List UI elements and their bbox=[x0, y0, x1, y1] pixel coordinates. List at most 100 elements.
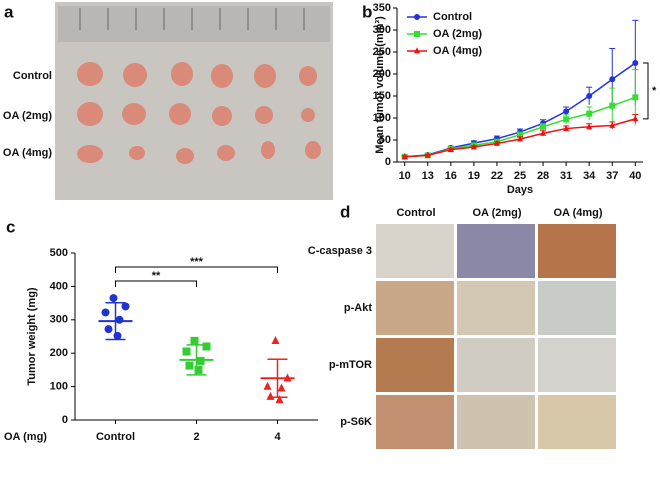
marker bbox=[609, 76, 616, 83]
marker bbox=[104, 325, 113, 334]
marker bbox=[109, 294, 118, 303]
marker bbox=[517, 135, 523, 142]
legend-label: Control bbox=[433, 11, 472, 23]
y-tick-label: 100 bbox=[373, 112, 391, 124]
x-tick-label: 31 bbox=[560, 170, 572, 182]
x-tick-label: Control bbox=[96, 431, 135, 443]
y-tick-label: 300 bbox=[373, 24, 391, 36]
volume-chart: b 0 50 100 150 200 250 300 350 10 13 16 19 22 25 28 31 34… bbox=[362, 2, 657, 196]
significance-bracket bbox=[643, 62, 649, 120]
legend-label: OA (2mg) bbox=[433, 28, 482, 40]
series-line bbox=[404, 96, 636, 158]
annotation: * bbox=[652, 85, 657, 97]
marker bbox=[563, 116, 570, 123]
y-tick-label: 200 bbox=[373, 68, 391, 80]
marker bbox=[517, 131, 523, 138]
micrograph bbox=[376, 224, 454, 278]
marker bbox=[586, 110, 593, 117]
panel-label: d bbox=[340, 202, 350, 221]
marker bbox=[271, 336, 280, 345]
x-tick-label: 22 bbox=[491, 170, 503, 182]
micrograph bbox=[376, 395, 454, 449]
tumor-photo: Control OA (2mg) OA (4mg) bbox=[3, 2, 333, 200]
y-axis-label: Mean tumor volume (mm³) bbox=[374, 16, 386, 154]
marker bbox=[414, 31, 420, 37]
row-label: Control bbox=[13, 70, 52, 82]
micrograph bbox=[538, 224, 616, 278]
marker bbox=[586, 123, 593, 130]
x-axis-label: Days bbox=[507, 184, 533, 196]
row-label: p-Akt bbox=[344, 302, 372, 314]
marker bbox=[202, 342, 211, 351]
annotation: *** bbox=[190, 256, 204, 268]
y-axis-label: Tumor weight (mg) bbox=[26, 287, 38, 386]
marker bbox=[194, 365, 203, 374]
y-tick-label: 200 bbox=[50, 347, 68, 359]
micrograph bbox=[457, 224, 535, 278]
marker bbox=[115, 315, 124, 324]
micrograph bbox=[457, 395, 535, 449]
y-tick-label: 300 bbox=[50, 314, 68, 326]
marker bbox=[121, 302, 130, 311]
micrograph bbox=[376, 281, 454, 335]
y-tick-label: 0 bbox=[385, 156, 391, 168]
row-label: OA (4mg) bbox=[3, 147, 52, 159]
y-tick-label: 150 bbox=[373, 90, 391, 102]
marker bbox=[609, 102, 616, 109]
x-tick-label: 10 bbox=[399, 170, 411, 182]
significance-bracket bbox=[115, 266, 278, 273]
x-tick-label: 37 bbox=[606, 170, 618, 182]
x-tick-label: 25 bbox=[514, 170, 526, 182]
y-tick-label: 500 bbox=[50, 247, 68, 259]
y-tick-label: 400 bbox=[50, 280, 68, 292]
marker bbox=[447, 146, 454, 153]
panel-label: c bbox=[6, 217, 15, 236]
row-label: C-caspase 3 bbox=[308, 245, 372, 257]
marker bbox=[493, 139, 500, 146]
x-tick-label: 13 bbox=[422, 170, 434, 182]
column-label: OA (4mg) bbox=[553, 207, 602, 219]
x-tick-label: 34 bbox=[583, 170, 596, 182]
significance-bracket bbox=[115, 280, 197, 287]
marker bbox=[263, 381, 272, 390]
row-label: OA (2mg) bbox=[3, 110, 52, 122]
x-tick-label: 40 bbox=[629, 170, 641, 182]
row-label: p-mTOR bbox=[329, 359, 372, 371]
x-tick-label: 2 bbox=[193, 431, 199, 443]
marker bbox=[632, 60, 639, 66]
column-label: OA (2mg) bbox=[472, 207, 521, 219]
marker bbox=[540, 129, 547, 136]
y-tick-label: 100 bbox=[50, 381, 68, 393]
marker bbox=[190, 336, 199, 345]
y-tick-label: 250 bbox=[373, 46, 391, 58]
marker bbox=[414, 47, 420, 54]
micrograph bbox=[457, 338, 535, 392]
panel-label: a bbox=[4, 2, 14, 21]
annotation: ** bbox=[152, 270, 161, 282]
marker bbox=[401, 153, 408, 160]
x-tick-label: 28 bbox=[537, 170, 549, 182]
marker bbox=[414, 14, 420, 20]
marker bbox=[470, 143, 477, 150]
marker bbox=[185, 361, 194, 370]
marker bbox=[277, 383, 286, 392]
weight-chart: c 0 100 200 300 400 500 OA (mg) Tumor weight (mg… bbox=[4, 217, 318, 443]
row-label: p-S6K bbox=[340, 416, 372, 428]
x-axis-label: OA (mg) bbox=[4, 431, 47, 443]
x-tick-label: 19 bbox=[468, 170, 480, 182]
marker bbox=[101, 308, 110, 317]
panel-label: b bbox=[362, 2, 372, 21]
y-tick-label: 0 bbox=[62, 414, 68, 426]
marker bbox=[609, 121, 616, 128]
marker bbox=[632, 94, 639, 101]
marker bbox=[266, 391, 275, 400]
marker bbox=[113, 331, 122, 340]
marker bbox=[182, 347, 191, 356]
x-tick-label: 16 bbox=[445, 170, 457, 182]
marker bbox=[563, 108, 570, 115]
marker bbox=[632, 115, 639, 122]
micrograph-grid: Control OA (2mg) OA (4mg) C-caspase 3 p-Akt p… bbox=[308, 207, 616, 449]
marker bbox=[540, 123, 547, 130]
marker bbox=[586, 93, 593, 99]
